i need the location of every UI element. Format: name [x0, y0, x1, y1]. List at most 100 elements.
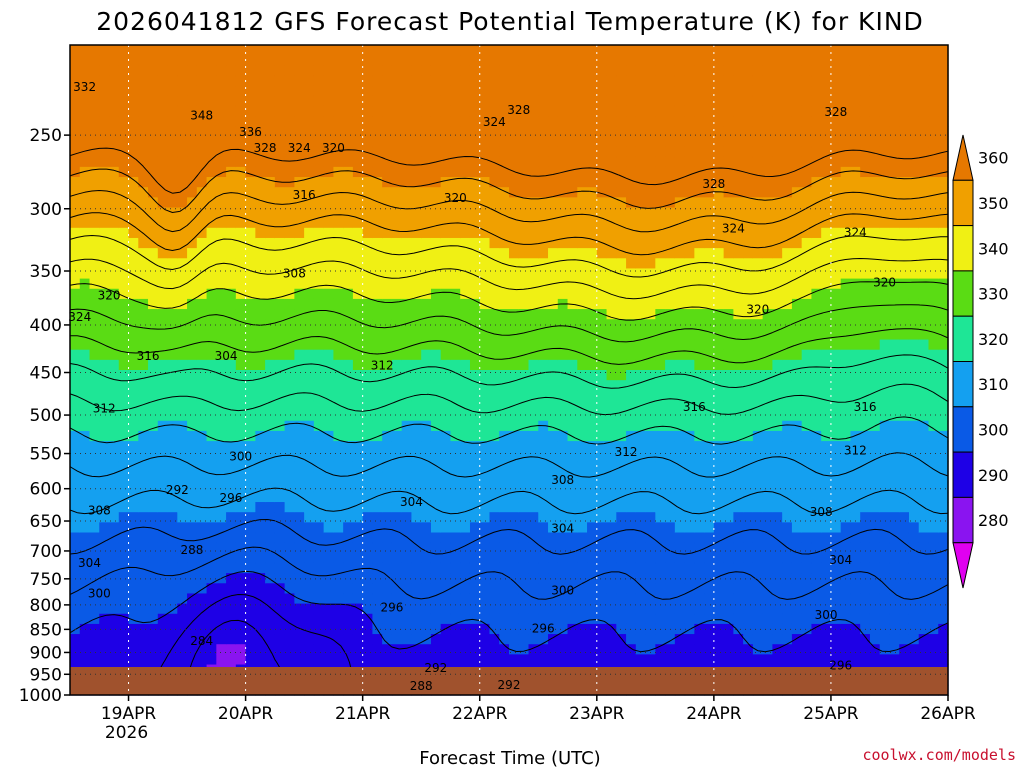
contour-fill-cell	[596, 390, 608, 402]
contour-fill-cell	[421, 126, 432, 138]
contour-fill-cell	[430, 603, 442, 615]
contour-fill-cell	[665, 471, 676, 483]
contour-fill-cell	[635, 156, 647, 168]
contour-fill-cell	[255, 603, 266, 615]
contour-fill-cell	[333, 410, 344, 422]
contour-fill-cell	[548, 593, 559, 605]
contour-fill-cell	[528, 146, 539, 158]
contour-fill-cell	[645, 227, 656, 239]
contour-fill-cell	[333, 116, 344, 127]
contour-fill-cell	[606, 319, 617, 330]
contour-fill-cell	[216, 126, 227, 138]
contour-fill-cell	[528, 237, 539, 249]
contour-fill-cell	[245, 420, 256, 432]
contour-fill-cell	[557, 65, 569, 77]
contour-fill-cell	[265, 75, 276, 87]
contour-fill-cell	[509, 603, 520, 615]
contour-fill-cell	[811, 248, 822, 259]
contour-fill-cell	[694, 441, 705, 452]
contour-fill-cell	[304, 278, 315, 290]
contour-fill-cell	[791, 166, 803, 178]
contour-fill-cell	[791, 461, 803, 473]
contour-fill-cell	[460, 258, 471, 270]
contour-fill-cell	[743, 187, 754, 198]
contour-fill-cell	[333, 562, 344, 574]
contour-fill-cell	[528, 75, 539, 87]
contour-fill-cell	[528, 603, 539, 615]
contour-fill-cell	[265, 441, 276, 452]
contour-fill-cell	[645, 370, 656, 381]
contour-fill-cell	[362, 187, 374, 198]
contour-fill-cell	[577, 207, 588, 219]
contour-fill-cell	[187, 75, 198, 87]
contour-fill-cell	[235, 55, 247, 66]
contour-fill-cell	[352, 85, 364, 97]
contour-fill-cell	[596, 177, 608, 188]
contour-fill-cell	[479, 562, 491, 574]
contour-fill-cell	[118, 593, 130, 605]
contour-fill-cell	[255, 522, 266, 534]
contour-fill-cell	[89, 248, 100, 259]
contour-fill-cell	[704, 258, 715, 270]
contour-fill-cell	[284, 471, 295, 483]
contour-fill-cell	[138, 177, 149, 188]
contour-fill-cell	[284, 166, 295, 178]
contour-fill-cell	[235, 105, 247, 117]
contour-fill-cell	[99, 370, 110, 381]
contour-fill-cell	[235, 522, 247, 534]
contour-fill-cell	[157, 309, 169, 320]
contour-fill-cell	[694, 512, 705, 523]
contour-fill-cell	[772, 126, 783, 138]
contour-fill-cell	[323, 248, 334, 259]
contour-fill-cell	[421, 116, 432, 127]
contour-fill-cell	[148, 522, 159, 534]
contour-fill-cell	[226, 491, 237, 503]
contour-fill-cell	[782, 644, 793, 655]
contour-fill-cell	[167, 552, 178, 564]
contour-fill-cell	[196, 400, 208, 412]
contour-fill-cell	[606, 156, 617, 168]
contour-fill-cell	[128, 177, 139, 188]
contour-fill-cell	[723, 126, 734, 138]
contour-fill-cell	[762, 156, 773, 168]
contour-fill-cell	[372, 573, 383, 584]
contour-fill-cell	[743, 562, 754, 574]
contour-fill-cell	[284, 75, 295, 87]
contour-fill-cell	[167, 136, 178, 148]
contour-fill-cell	[450, 370, 461, 381]
contour-fill-cell	[733, 359, 744, 371]
contour-fill-cell	[255, 177, 266, 188]
contour-fill-cell	[313, 552, 325, 564]
contour-fill-cell	[694, 654, 705, 666]
contour-fill-cell	[557, 268, 569, 280]
contour-fill-cell	[89, 430, 100, 442]
contour-fill-cell	[450, 177, 461, 188]
contour-fill-cell	[235, 613, 247, 625]
contour-fill-cell	[226, 451, 237, 463]
contour-fill-cell	[128, 288, 139, 300]
contour-fill-cell	[79, 105, 91, 117]
contour-fill-cell	[284, 268, 295, 280]
contour-fill-cell	[372, 156, 383, 168]
contour-fill-cell	[577, 217, 588, 229]
contour-fill-cell	[99, 481, 110, 493]
contour-fill-cell	[177, 268, 188, 280]
contour-fill-cell	[665, 430, 676, 442]
contour-fill-cell	[255, 248, 266, 259]
contour-fill-cell	[430, 339, 442, 351]
contour-fill-cell	[548, 166, 559, 178]
contour-fill-cell	[616, 390, 627, 402]
contour-fill-cell	[362, 329, 374, 341]
contour-fill-cell	[674, 95, 686, 107]
contour-fill-cell	[167, 613, 178, 625]
contour-fill-cell	[821, 359, 832, 371]
contour-fill-cell	[762, 583, 773, 595]
contour-fill-cell	[548, 349, 559, 361]
contour-fill-cell	[313, 593, 325, 605]
contour-fill-cell	[391, 156, 403, 168]
contour-fill-cell	[187, 248, 198, 259]
contour-fill-cell	[743, 370, 754, 381]
contour-fill-cell	[216, 390, 227, 402]
contour-fill-cell	[177, 502, 188, 513]
contour-fill-cell	[821, 116, 832, 127]
